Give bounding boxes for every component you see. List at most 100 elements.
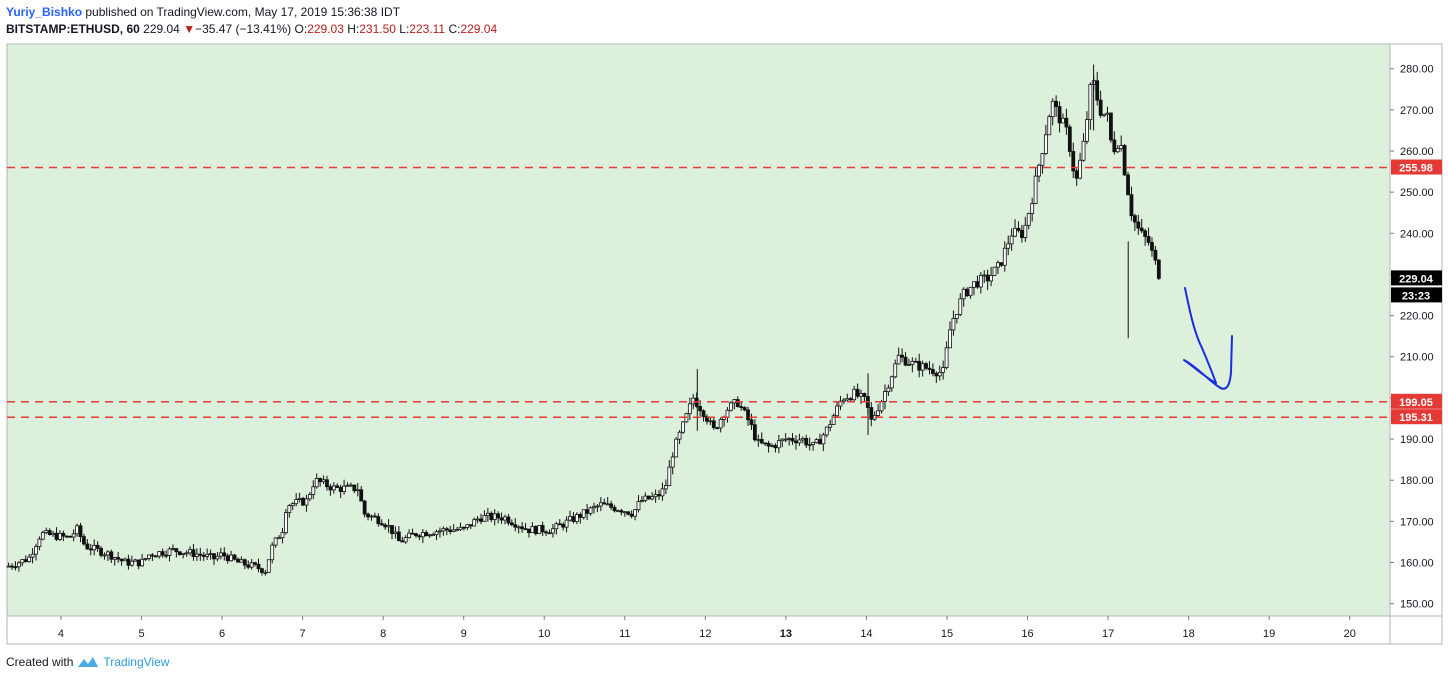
candle-body: [215, 555, 220, 560]
candle-body: [746, 409, 750, 421]
candle-body: [246, 564, 251, 568]
candle-body: [845, 398, 850, 401]
candle-body: [773, 445, 778, 449]
candle-body: [116, 557, 121, 560]
candle-body: [1047, 116, 1052, 136]
candle-body: [78, 525, 83, 538]
candle-body: [393, 531, 398, 534]
high-label: H:: [347, 22, 360, 36]
candle-body: [424, 532, 429, 537]
candlestick-series: [6, 64, 1161, 576]
candle-body: [236, 558, 240, 563]
candle-body: [691, 397, 696, 405]
candle-body: [989, 275, 993, 282]
candle-body: [814, 439, 819, 443]
candle-body: [147, 554, 151, 559]
candle-body: [342, 485, 346, 492]
tradingview-link[interactable]: TradingView: [103, 655, 170, 669]
candle-body: [496, 513, 501, 519]
candle-body: [140, 558, 145, 567]
plot-area[interactable]: [6, 43, 1391, 617]
publish-info: published on TradingView.com, May 17, 20…: [85, 5, 401, 19]
candle-body: [95, 544, 100, 549]
close-value: 229.04: [460, 22, 498, 36]
price-axis[interactable]: [1389, 43, 1443, 617]
candle-body: [277, 537, 281, 540]
candle-body: [82, 536, 86, 545]
x-tick-label: 17: [1102, 628, 1114, 640]
author-link[interactable]: Yuriy_Bishko: [6, 5, 83, 19]
candle-body: [260, 568, 264, 573]
candle-body: [184, 552, 189, 555]
candle-body: [468, 524, 473, 527]
candle-body: [1139, 227, 1144, 232]
candle-body: [205, 553, 210, 557]
candle-body: [578, 514, 583, 518]
candle-body: [352, 484, 357, 492]
y-tick-label: 270.00: [1400, 105, 1434, 117]
candle-body: [1150, 242, 1154, 251]
low-label: L:: [399, 22, 410, 36]
y-tick-label: 170.00: [1400, 516, 1434, 528]
symbol-label[interactable]: BITSTAMP:ETHUSD, 60: [6, 22, 140, 36]
candle-body: [520, 526, 525, 530]
candle-body: [349, 484, 353, 487]
candle-body: [752, 424, 757, 441]
candle-body: [903, 356, 908, 366]
y-tick-label: 210.00: [1400, 352, 1434, 364]
candle-body: [544, 531, 548, 534]
candle-body: [465, 524, 470, 528]
candle-body: [263, 571, 268, 574]
candle-body: [653, 494, 658, 498]
ohlc-line: BITSTAMP:ETHUSD, 60 229.04 ▼−35.47 (−13.…: [6, 21, 497, 38]
down-arrow-annotation[interactable]: [1183, 287, 1233, 390]
candle-body: [660, 488, 665, 497]
time-axis[interactable]: [6, 615, 1391, 645]
y-tick-label: 220.00: [1400, 311, 1434, 323]
candle-body: [44, 530, 49, 533]
publish-line: Yuriy_Bishko published on TradingView.co…: [6, 4, 497, 21]
candle-body: [345, 484, 350, 487]
candle-body: [266, 559, 271, 573]
candle-body: [1078, 159, 1082, 179]
candle-body: [201, 554, 206, 557]
candle-body: [212, 553, 216, 560]
candle-body: [650, 496, 655, 500]
candle-body: [472, 519, 477, 527]
candle-body: [194, 553, 199, 557]
candle-body: [366, 513, 370, 518]
candle-body: [427, 534, 432, 537]
candle-body: [105, 551, 110, 556]
candle-body: [1019, 230, 1024, 238]
candle-body: [218, 552, 223, 557]
candle-body: [294, 499, 299, 505]
candle-body: [1129, 194, 1134, 217]
candle-body: [537, 525, 542, 534]
candle-body: [10, 565, 14, 568]
candle-body: [612, 506, 617, 512]
candle-body: [831, 415, 836, 426]
candle-body: [930, 369, 935, 374]
candle-body: [547, 532, 552, 535]
candle-body: [171, 548, 175, 550]
candle-body: [68, 535, 73, 538]
candle-body: [985, 274, 990, 282]
candle-body: [725, 409, 730, 418]
candle-body: [123, 558, 127, 562]
candle-body: [136, 559, 141, 567]
candle-body: [592, 506, 596, 509]
candle-body: [667, 466, 672, 487]
level-tag: [1391, 159, 1442, 175]
candle-body: [301, 497, 305, 506]
x-tick-label: 5: [138, 628, 144, 640]
candle-body: [1112, 139, 1117, 153]
candle-body: [1067, 126, 1072, 152]
candle-body: [321, 479, 326, 483]
tradingview-logo-icon: [78, 657, 99, 667]
x-tick-label: 7: [300, 628, 306, 640]
candle-body: [749, 419, 754, 426]
candle-body: [907, 364, 911, 366]
candle-body: [88, 548, 93, 551]
candle-body: [917, 360, 922, 371]
